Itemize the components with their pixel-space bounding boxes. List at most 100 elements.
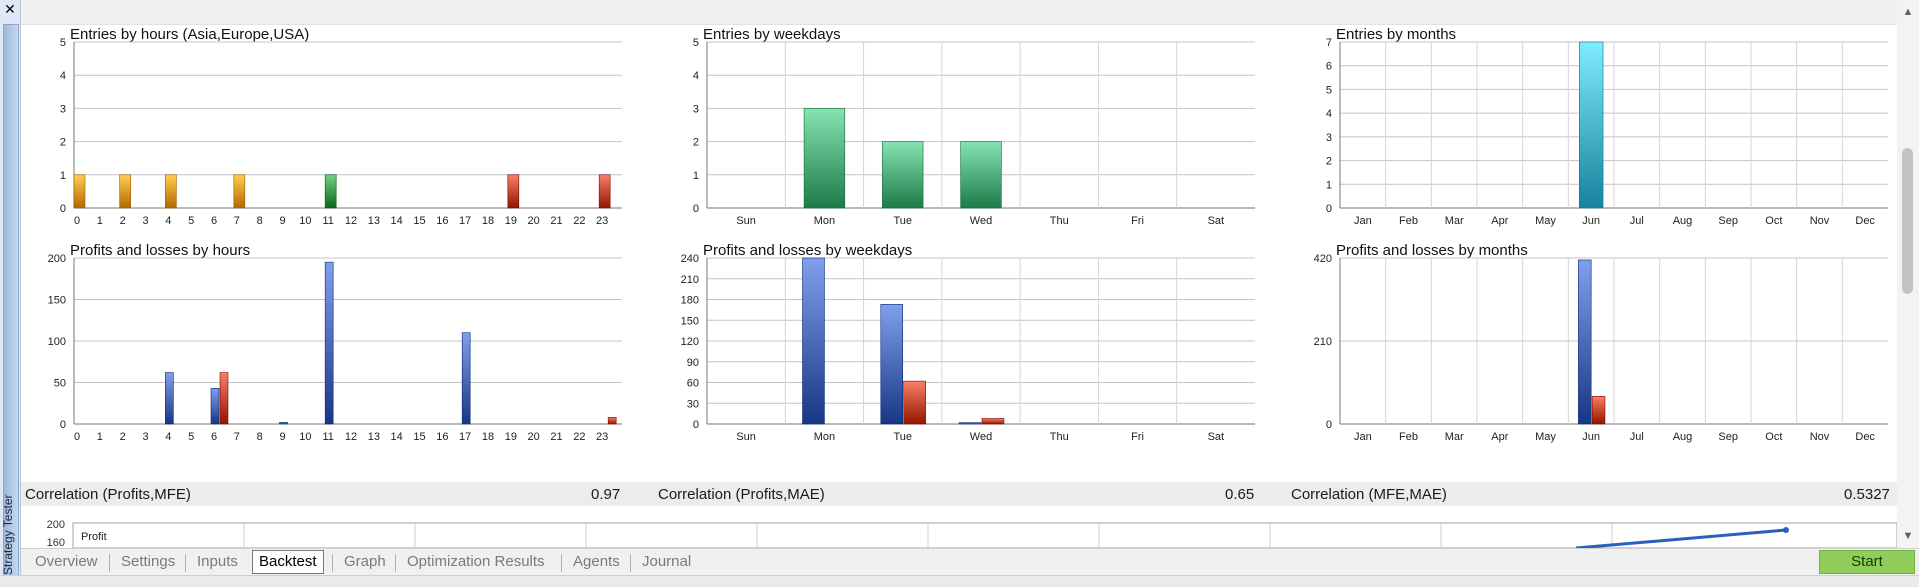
x-tick-label: Mar	[1445, 215, 1464, 227]
y-tick-label: 7	[1326, 37, 1332, 49]
y-tick-label: 3	[60, 103, 66, 115]
y-tick-label: 180	[681, 295, 699, 307]
x-tick-label: 7	[234, 215, 240, 227]
bar	[119, 174, 131, 209]
y-tick-label: 4	[1326, 108, 1332, 120]
profits-losses-by-months-chart: Profits and losses by months 0 210 420 Jan Fe…	[1314, 242, 1888, 443]
x-tick-label: 18	[482, 431, 494, 443]
tab-optimization-results[interactable]: Optimization Results	[407, 553, 545, 570]
correlation-row: Correlation (Profits,MFE) 0.97 Correlati…	[21, 482, 1897, 506]
x-tick-label: Nov	[1810, 215, 1830, 227]
x-tick-label: 11	[322, 431, 333, 443]
x-tick-label: Dec	[1855, 215, 1875, 227]
bar	[598, 174, 611, 209]
tab-settings[interactable]: Settings	[121, 553, 176, 570]
correlation-label: Correlation (MFE,MAE)	[1291, 486, 1447, 503]
y-tick-label: 3	[693, 103, 699, 115]
close-icon[interactable]: ✕	[4, 1, 16, 17]
x-tick-label: Feb	[1399, 215, 1418, 227]
x-tick-label: 15	[413, 431, 425, 443]
x-tick-label: Jun	[1582, 431, 1600, 443]
x-tick-label: Tue	[893, 431, 912, 443]
y-tick-label: 0	[693, 203, 699, 215]
chart-title: Entries by weekdays	[703, 26, 841, 43]
x-tick-label: 3	[142, 431, 148, 443]
x-tick-label: Wed	[970, 215, 992, 227]
bar	[233, 174, 246, 209]
profit-line	[1575, 528, 1787, 548]
scroll-up-icon[interactable]: ▲	[1902, 6, 1914, 18]
tab-overview[interactable]: Overview	[35, 553, 98, 570]
tab-inputs[interactable]: Inputs	[197, 553, 238, 570]
profits-losses-by-hours-chart: Profits and losses by hours 0 50 100 150 200 0…	[48, 242, 622, 443]
x-tick-label: 17	[459, 215, 471, 227]
profit-ytick: 160	[47, 537, 65, 548]
side-panel: ✕ Strategy Tester	[0, 0, 21, 586]
x-tick-label: 3	[142, 215, 148, 227]
tab-separator	[332, 554, 333, 572]
correlation-label: Correlation (Profits,MAE)	[658, 486, 825, 503]
x-tick-label: Jan	[1354, 215, 1372, 227]
bar	[803, 108, 846, 209]
scroll-down-icon[interactable]: ▼	[1902, 530, 1914, 542]
y-tick-label: 30	[687, 398, 699, 410]
loss-bar	[607, 417, 617, 425]
bar	[507, 174, 520, 209]
y-tick-label: 210	[1314, 336, 1332, 348]
tab-separator	[395, 554, 396, 572]
tab-backtest[interactable]: Backtest	[252, 550, 324, 574]
y-tick-label: 150	[48, 295, 66, 307]
status-bar	[0, 575, 1919, 587]
x-tick-label: 5	[188, 215, 194, 227]
x-tick-label: 21	[550, 431, 562, 443]
x-tick-label: Aug	[1673, 431, 1693, 443]
side-panel-handle[interactable]	[3, 24, 19, 576]
profit-bar	[279, 422, 288, 425]
y-tick-label: 1	[693, 170, 699, 182]
scroll-thumb[interactable]	[1902, 148, 1913, 294]
y-tick-label: 0	[60, 203, 66, 215]
y-tick-label: 5	[1326, 84, 1332, 96]
profit-bar	[324, 261, 334, 425]
x-tick-label: 16	[436, 215, 448, 227]
x-tick-label: 0	[74, 431, 80, 443]
x-tick-label: 2	[120, 215, 126, 227]
tab-separator	[185, 554, 186, 572]
tab-journal[interactable]: Journal	[642, 553, 692, 570]
y-tick-label: 50	[54, 378, 66, 390]
x-tick-label: 0	[74, 215, 80, 227]
entries-by-weekdays-chart: Entries by weekdays 0 1 2 3 4 5 Sun Mon Tue Wed Thu…	[693, 26, 1255, 227]
y-tick-label: 4	[60, 70, 66, 82]
x-tick-label: Mar	[1445, 431, 1464, 443]
profit-bar	[958, 422, 982, 425]
x-tick-label: 17	[459, 431, 471, 443]
loss-bar	[903, 380, 926, 425]
x-tick-label: Apr	[1491, 215, 1508, 227]
chart-title: Entries by hours (Asia,Europe,USA)	[70, 26, 309, 43]
start-button[interactable]: Start	[1819, 550, 1915, 574]
x-tick-label: Oct	[1765, 215, 1782, 227]
x-tick-label: 6	[211, 215, 217, 227]
x-tick-label: Sep	[1718, 215, 1738, 227]
y-tick-label: 0	[1326, 419, 1332, 431]
x-tick-label: Sat	[1208, 215, 1225, 227]
y-tick-label: 0	[1326, 203, 1332, 215]
profit-chart-grid	[243, 523, 1613, 548]
top-band	[21, 0, 1897, 25]
x-tick-label: Thu	[1050, 431, 1069, 443]
y-tick-label: 4	[693, 70, 699, 82]
x-tick-label: Sat	[1208, 431, 1225, 443]
x-tick-label: Oct	[1765, 431, 1782, 443]
x-tick-label: Nov	[1810, 431, 1830, 443]
profit-bar	[165, 372, 174, 425]
profit-bar	[880, 304, 904, 425]
x-tick-label: 15	[413, 215, 425, 227]
entries-by-months-chart: Entries by months 0 1 2 3 4 5 6 7 Jan Feb Mar Apr May…	[1326, 26, 1888, 227]
x-tick-label: 20	[528, 215, 540, 227]
correlation-value: 0.5327	[1844, 486, 1890, 503]
correlation-value: 0.97	[591, 486, 621, 503]
correlation-label: Correlation (Profits,MFE)	[25, 486, 191, 503]
vertical-scrollbar[interactable]: ▲ ▼	[1897, 0, 1919, 548]
tab-agents[interactable]: Agents	[573, 553, 620, 570]
tab-graph[interactable]: Graph	[344, 553, 386, 570]
